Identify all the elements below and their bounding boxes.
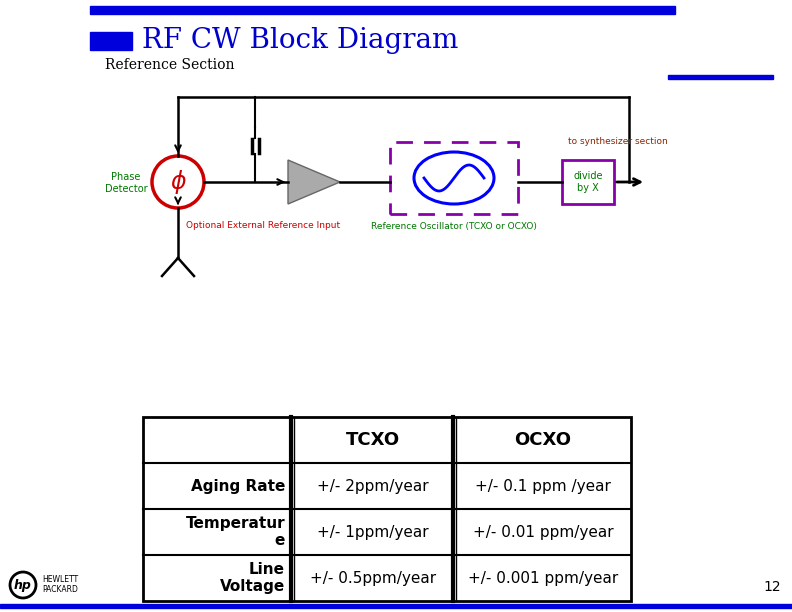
Text: OCXO: OCXO [515, 431, 572, 449]
Text: $\phi$: $\phi$ [169, 168, 186, 196]
Text: +/- 0.5ppm/year: +/- 0.5ppm/year [310, 570, 436, 586]
Text: Reference Section: Reference Section [105, 58, 234, 72]
Text: +/- 2ppm/year: +/- 2ppm/year [317, 479, 428, 493]
Text: hp: hp [14, 578, 32, 592]
Text: Phase: Phase [112, 172, 141, 182]
Text: Reference Oscillator (TCXO or OCXO): Reference Oscillator (TCXO or OCXO) [371, 222, 537, 231]
Bar [143, 417, 631, 601]
Text: HEWLETT: HEWLETT [42, 575, 78, 583]
Text: Temperatur
e: Temperatur e [185, 516, 285, 548]
Text: to synthesizer section: to synthesizer section [568, 138, 668, 146]
Text: +/- 1ppm/year: +/- 1ppm/year [317, 524, 428, 540]
Text: Optional External Reference Input: Optional External Reference Input [186, 222, 340, 231]
Bar [90, 32, 132, 50]
Text: 12: 12 [763, 580, 781, 594]
Text: +/- 0.01 ppm/year: +/- 0.01 ppm/year [473, 524, 613, 540]
Polygon shape [288, 160, 340, 204]
Text: Aging Rate: Aging Rate [191, 479, 285, 493]
Text: TCXO: TCXO [346, 431, 400, 449]
Text: Detector: Detector [105, 184, 147, 194]
Text: +/- 0.001 ppm/year: +/- 0.001 ppm/year [468, 570, 618, 586]
Text: divide: divide [573, 171, 603, 181]
Text: +/- 0.1 ppm /year: +/- 0.1 ppm /year [475, 479, 611, 493]
Bar [90, 6, 675, 14]
Text: PACKARD: PACKARD [42, 586, 78, 594]
Bar [0, 604, 792, 608]
Text: Line
Voltage: Line Voltage [219, 562, 285, 594]
Text: RF CW Block Diagram: RF CW Block Diagram [142, 28, 459, 54]
Bar [668, 75, 773, 79]
Text: by X: by X [577, 183, 599, 193]
